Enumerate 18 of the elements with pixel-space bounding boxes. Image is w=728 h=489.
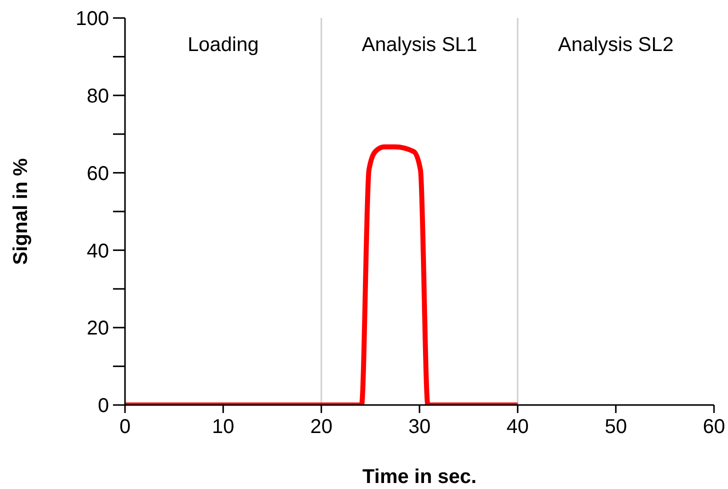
- annotation: Analysis SL2: [558, 34, 674, 56]
- y-tick-label: 20: [86, 318, 109, 340]
- y-tick-label: 100: [76, 8, 109, 30]
- x-tick-label: 30: [408, 416, 431, 438]
- x-tick-label: 40: [506, 416, 529, 438]
- x-tick-label: 10: [212, 416, 234, 438]
- x-tick-label: 60: [702, 416, 726, 438]
- annotation: Analysis SL1: [362, 34, 478, 56]
- x-tick-label: 20: [310, 416, 332, 438]
- y-tick-label: 0: [98, 395, 109, 418]
- x-tick-label: 0: [119, 416, 131, 438]
- x-tick-label: 50: [604, 416, 627, 438]
- y-tick-label: 80: [86, 86, 109, 108]
- x-axis-title: Time in sec.: [362, 466, 477, 488]
- y-tick-label: 60: [86, 162, 109, 185]
- annotation: Loading: [188, 34, 259, 56]
- y-tick-label: 40: [86, 240, 109, 262]
- y-axis-title: Signal in %: [10, 158, 32, 265]
